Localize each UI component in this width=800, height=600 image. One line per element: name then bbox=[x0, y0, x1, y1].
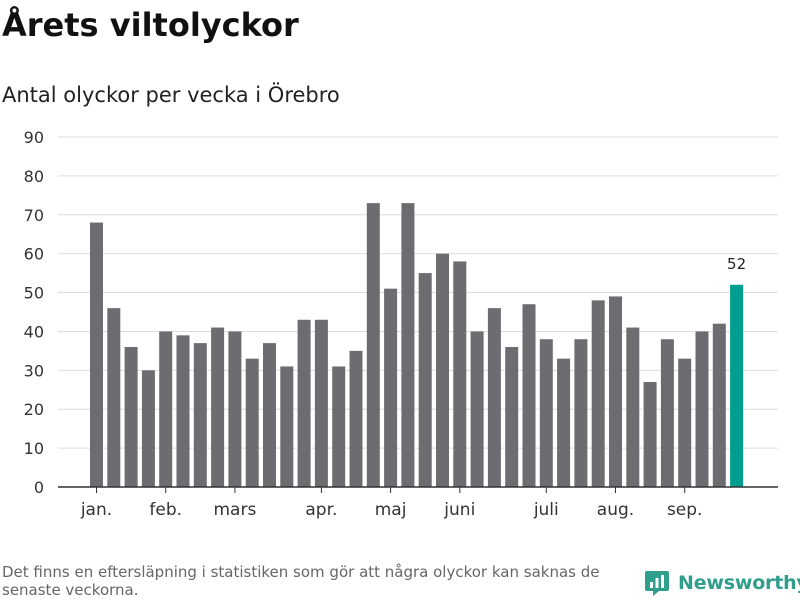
x-tick-label: jan. bbox=[80, 500, 112, 520]
bar bbox=[298, 320, 311, 487]
bar bbox=[505, 347, 518, 487]
bar bbox=[350, 351, 363, 487]
bar bbox=[436, 254, 449, 487]
bar bbox=[401, 203, 414, 487]
y-tick-label: 10 bbox=[24, 439, 44, 458]
newsworthy-logo-icon bbox=[644, 569, 670, 597]
y-tick-label: 30 bbox=[24, 361, 44, 380]
bar bbox=[696, 331, 709, 487]
bar bbox=[194, 343, 207, 487]
y-tick-label: 90 bbox=[24, 128, 44, 147]
bar bbox=[159, 331, 172, 487]
bar bbox=[713, 324, 726, 487]
x-tick-label: maj bbox=[375, 500, 407, 520]
highlighted-bar bbox=[730, 285, 743, 487]
bar bbox=[280, 366, 293, 487]
bar bbox=[540, 339, 553, 487]
bar bbox=[678, 359, 691, 487]
x-tick-label: juli bbox=[533, 500, 559, 520]
bar bbox=[609, 296, 622, 487]
x-axis-tick-labels: jan. feb. mars apr. maj juni juli aug. sep. bbox=[80, 487, 703, 520]
bar bbox=[626, 328, 639, 487]
y-tick-label: 70 bbox=[24, 206, 44, 225]
data-labels: 52 bbox=[727, 255, 746, 273]
bar bbox=[211, 328, 224, 487]
y-tick-label: 20 bbox=[24, 400, 44, 419]
bar bbox=[644, 382, 657, 487]
y-tick-label: 50 bbox=[24, 284, 44, 303]
bar bbox=[315, 320, 328, 487]
bar bbox=[332, 366, 345, 487]
brand-logo: Newsworthy bbox=[644, 568, 800, 598]
y-axis-tick-labels: 0 10 20 30 40 50 60 70 80 90 bbox=[24, 128, 44, 497]
x-tick-label: mars bbox=[213, 500, 256, 520]
brand-name: Newsworthy bbox=[678, 572, 800, 594]
bar bbox=[592, 300, 605, 487]
bars bbox=[90, 203, 743, 487]
bar bbox=[90, 223, 103, 487]
bar bbox=[125, 347, 138, 487]
y-tick-label: 40 bbox=[24, 322, 44, 341]
y-tick-label: 60 bbox=[24, 245, 44, 264]
bar bbox=[246, 359, 259, 487]
y-tick-label: 80 bbox=[24, 167, 44, 186]
bar bbox=[177, 335, 190, 487]
footnote: Det finns en eftersläpning i statistiken… bbox=[2, 563, 642, 599]
bar bbox=[263, 343, 276, 487]
y-tick-label: 0 bbox=[34, 478, 44, 497]
bar bbox=[661, 339, 674, 487]
x-tick-label: feb. bbox=[149, 500, 182, 520]
bar bbox=[488, 308, 501, 487]
bar bbox=[367, 203, 380, 487]
bar bbox=[574, 339, 587, 487]
bar bbox=[384, 289, 397, 487]
data-label: 52 bbox=[727, 255, 746, 273]
x-tick-label: juni bbox=[443, 500, 475, 520]
bar bbox=[557, 359, 570, 487]
bar bbox=[453, 261, 466, 487]
x-tick-label: sep. bbox=[667, 500, 703, 520]
bar bbox=[142, 370, 155, 487]
bar bbox=[228, 331, 241, 487]
bar bbox=[523, 304, 536, 487]
bar bbox=[471, 331, 484, 487]
x-tick-label: aug. bbox=[597, 500, 634, 520]
x-tick-label: apr. bbox=[305, 500, 337, 520]
bar bbox=[107, 308, 120, 487]
bar bbox=[419, 273, 432, 487]
